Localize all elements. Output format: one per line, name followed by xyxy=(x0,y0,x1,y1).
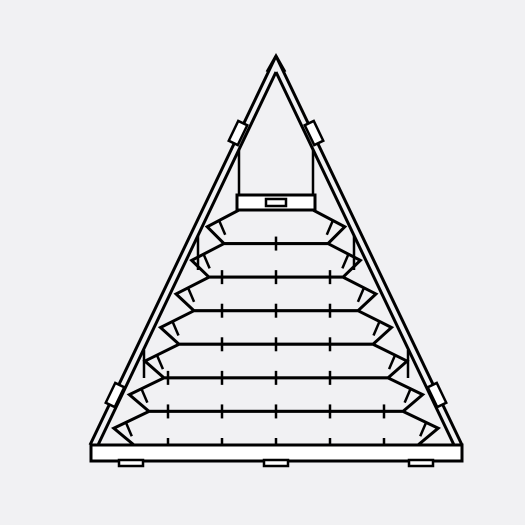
pleat-side-tick xyxy=(202,253,211,269)
bracket-lower-left xyxy=(104,381,126,409)
bracket-upper-right xyxy=(303,119,325,147)
pleat-side-tick xyxy=(325,220,334,236)
outer-frame xyxy=(88,52,464,446)
pleat-side-tick xyxy=(341,253,350,269)
pleat-side-tick xyxy=(218,220,227,236)
frame-outer-left-edge xyxy=(88,55,278,446)
bracket-lower-right xyxy=(426,381,448,409)
pleat-slats xyxy=(124,220,428,452)
headrail-handle xyxy=(264,197,288,208)
headrail xyxy=(235,193,317,212)
pleat-side-tick xyxy=(419,421,428,437)
frame-inner-right-edge xyxy=(274,71,456,446)
bottom-rail xyxy=(89,443,464,468)
base-clip-center xyxy=(262,458,290,468)
pleat-side-tick xyxy=(387,354,397,370)
bottom-rail-bar xyxy=(89,443,464,463)
pleat-side-tick xyxy=(403,388,412,404)
guide-cords xyxy=(237,150,315,195)
pleated-fabric xyxy=(111,208,441,447)
pleat-side-tick xyxy=(356,287,366,303)
pleat-side-tick xyxy=(124,421,133,437)
pleat-side-tick xyxy=(155,354,165,370)
frame-outer-right-edge xyxy=(274,55,464,446)
base-clip-left xyxy=(117,458,145,468)
pleat-side-tick xyxy=(372,321,381,336)
side-brackets xyxy=(104,119,448,409)
frame-inner-left-edge xyxy=(96,71,278,446)
base-clip-right xyxy=(407,458,435,468)
pleat-side-tick xyxy=(186,287,196,303)
pleat-side-tick xyxy=(171,321,180,336)
pleat-side-tick xyxy=(140,388,149,404)
bracket-upper-left xyxy=(227,119,249,147)
apex-cap xyxy=(265,52,287,73)
